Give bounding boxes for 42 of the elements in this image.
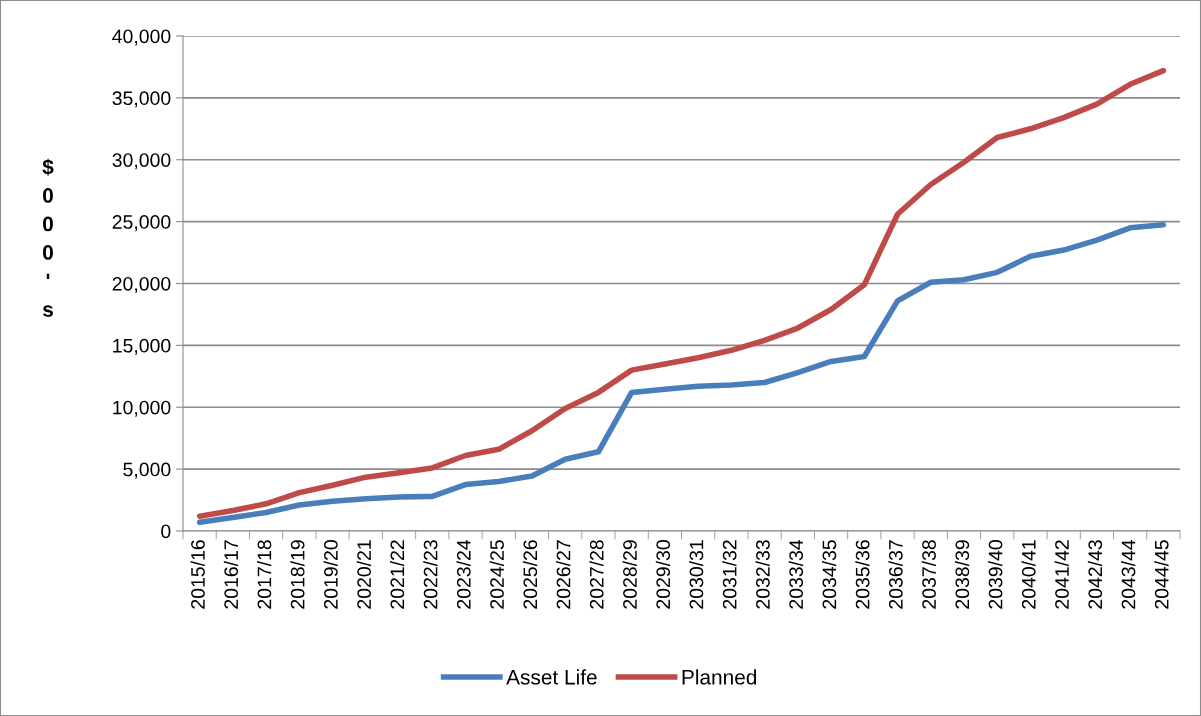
x-tick-label: 2028/29 <box>622 540 637 609</box>
x-tick-label: 2037/38 <box>921 540 936 609</box>
x-tick-label: 2021/22 <box>389 540 405 609</box>
x-tick-label: 2029/30 <box>655 540 671 609</box>
x-tick-label: 2018/19 <box>290 540 305 609</box>
x-tick-label: 2034/35 <box>821 540 837 609</box>
y-tick-label: 10,000 <box>113 400 171 417</box>
x-tick-label: 2032/33 <box>755 540 770 609</box>
x-tick-label: 2031/32 <box>722 540 737 609</box>
x-tick-label: 2039/40 <box>988 540 1003 609</box>
y-tick-label: 30,000 <box>112 153 171 170</box>
y-tick-label: 20,000 <box>112 276 171 294</box>
x-tick-label: 2015/16 <box>190 540 205 609</box>
x-tick-label: 2040/41 <box>1021 540 1036 609</box>
y-tick-label: 40,000 <box>112 29 171 46</box>
x-tick-label: 2016/17 <box>223 540 239 609</box>
x-tick-label: 2044/45 <box>1154 540 1169 609</box>
x-tick-label: 2025/26 <box>522 540 538 609</box>
x-tick-label: 2036/37 <box>888 540 903 609</box>
y-tick-label: 5,000 <box>123 462 171 479</box>
x-tick-label: 2027/28 <box>589 540 604 609</box>
x-tick-label: 2024/25 <box>489 540 504 609</box>
x-tick-label: 2023/24 <box>456 539 471 609</box>
x-tick-label: 2022/23 <box>423 540 438 609</box>
x-tick-label: 2020/21 <box>356 540 371 609</box>
text: $000's <box>42 158 54 317</box>
x-tick-label: 2033/34 <box>788 539 804 609</box>
x-tick-label: 2030/31 <box>689 540 704 609</box>
x-tick-label: 2017/18 <box>257 540 272 609</box>
legend-label: Planned <box>682 669 757 685</box>
x-tick-label: 2019/20 <box>323 540 338 609</box>
y-tick-label: 25,000 <box>112 215 171 232</box>
x-tick-label: 2043/44 <box>1121 539 1136 609</box>
y-tick-label: 35,000 <box>112 91 171 108</box>
legend-label: Asset Life <box>506 669 597 685</box>
y-tick-label: 0 <box>161 524 171 539</box>
x-tick-label: 2041/42 <box>1054 540 1069 609</box>
x-tick-label: 2042/43 <box>1087 540 1103 609</box>
x-tick-label: 2035/36 <box>855 540 870 609</box>
y-tick-label: 15,000 <box>113 338 171 355</box>
x-tick-label: 2038/39 <box>954 540 970 609</box>
x-tick-label: 2026/27 <box>556 540 571 609</box>
